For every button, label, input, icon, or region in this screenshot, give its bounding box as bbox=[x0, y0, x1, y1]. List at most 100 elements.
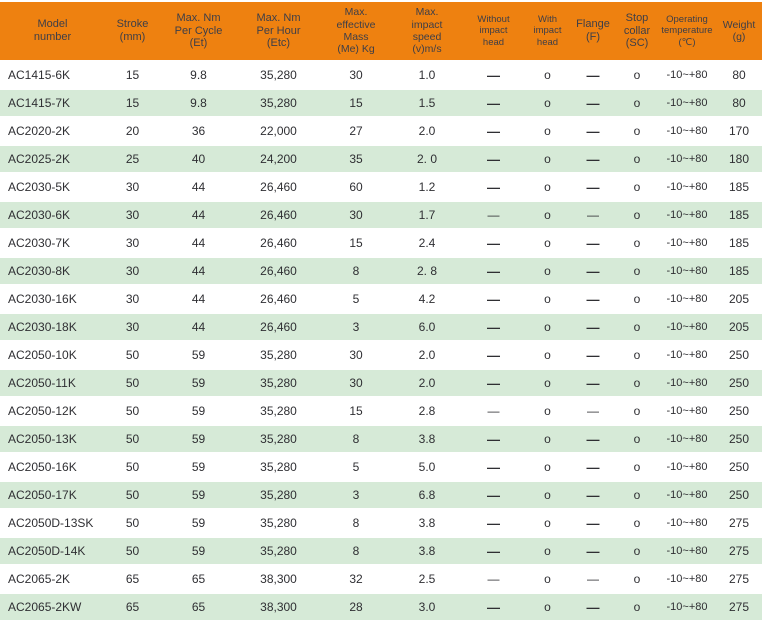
cell-flange: — bbox=[570, 398, 616, 424]
cell-without_head: — bbox=[462, 510, 525, 536]
cell-mass: 5 bbox=[320, 454, 392, 480]
cell-et: 44 bbox=[160, 202, 237, 228]
table-row: AC2030-8K 30 44 26,460 8 2. 8— o — o -10~+80 185 bbox=[0, 258, 762, 284]
cell-flange: — bbox=[570, 286, 616, 312]
cell-stop_collar: o bbox=[616, 230, 658, 256]
cell-stroke: 50 bbox=[105, 370, 160, 396]
cell-model: AC2050-17K bbox=[0, 482, 105, 508]
table-row: AC2030-16K 30 44 26,460 5 4.2— o — o -10~+80 205 bbox=[0, 286, 762, 312]
cell-weight: 185 bbox=[716, 202, 762, 228]
cell-without_head: — bbox=[462, 146, 525, 172]
cell-mass: 28 bbox=[320, 594, 392, 620]
cell-et: 44 bbox=[160, 314, 237, 340]
cell-etc: 35,280 bbox=[237, 538, 320, 564]
table-row: AC2050-13K 50 59 35,280 8 3.8— o — o -10~+80 250 bbox=[0, 426, 762, 452]
column-header-etc: Max. Nm Per Hour (Etc) bbox=[237, 2, 320, 60]
cell-stroke: 20 bbox=[105, 118, 160, 144]
cell-without_head: — bbox=[462, 342, 525, 368]
cell-weight: 185 bbox=[716, 258, 762, 284]
cell-speed: 2.8 bbox=[392, 398, 462, 424]
column-header-temp: Operating temperature (℃) bbox=[658, 2, 716, 60]
cell-model: AC2030-5K bbox=[0, 174, 105, 200]
column-header-speed: Max. impact speed (v)m/s bbox=[392, 2, 462, 60]
cell-with_head: o bbox=[525, 146, 570, 172]
cell-stroke: 30 bbox=[105, 314, 160, 340]
cell-stop_collar: o bbox=[616, 398, 658, 424]
cell-stop_collar: o bbox=[616, 202, 658, 228]
cell-et: 9.8 bbox=[160, 90, 237, 116]
cell-etc: 35,280 bbox=[237, 398, 320, 424]
cell-without_head: — bbox=[462, 230, 525, 256]
cell-flange: — bbox=[570, 370, 616, 396]
cell-temp: -10~+80 bbox=[658, 510, 716, 536]
cell-et: 65 bbox=[160, 594, 237, 620]
cell-weight: 205 bbox=[716, 286, 762, 312]
table-body: AC1415-6K 15 9.8 35,280 30 1.0— o — o -10~+80 80 AC… bbox=[0, 62, 762, 620]
cell-mass: 5 bbox=[320, 286, 392, 312]
cell-model: AC2030-18K bbox=[0, 314, 105, 340]
cell-speed: 3.8 bbox=[392, 510, 462, 536]
cell-temp: -10~+80 bbox=[658, 230, 716, 256]
cell-flange: — bbox=[570, 174, 616, 200]
table-row: AC1415-6K 15 9.8 35,280 30 1.0— o — o -10~+80 80 bbox=[0, 62, 762, 88]
cell-without_head: — bbox=[462, 398, 525, 424]
cell-temp: -10~+80 bbox=[658, 118, 716, 144]
cell-mass: 30 bbox=[320, 342, 392, 368]
table-row: AC2030-6K 30 44 26,460 30 1.7— o — o -10~+80 185 bbox=[0, 202, 762, 228]
cell-etc: 26,460 bbox=[237, 230, 320, 256]
table-header: Model number Stroke (mm) Max. Nm Per Cycle… bbox=[0, 2, 762, 60]
cell-flange: — bbox=[570, 594, 616, 620]
cell-weight: 250 bbox=[716, 370, 762, 396]
cell-weight: 180 bbox=[716, 146, 762, 172]
cell-stroke: 30 bbox=[105, 202, 160, 228]
table-row: AC2050D-14K 50 59 35,280 8 3.8— o — o -10~+80 275 bbox=[0, 538, 762, 564]
cell-flange: — bbox=[570, 258, 616, 284]
cell-with_head: o bbox=[525, 370, 570, 396]
cell-temp: -10~+80 bbox=[658, 286, 716, 312]
cell-temp: -10~+80 bbox=[658, 258, 716, 284]
table-row: AC2050D-13SK 50 59 35,280 8 3.8— o — o -10~+80 275 bbox=[0, 510, 762, 536]
cell-etc: 35,280 bbox=[237, 90, 320, 116]
cell-et: 59 bbox=[160, 426, 237, 452]
cell-stop_collar: o bbox=[616, 314, 658, 340]
cell-temp: -10~+80 bbox=[658, 594, 716, 620]
table-row: AC2025-2K 25 40 24,200 35 2. 0— o — o -10~+80 180 bbox=[0, 146, 762, 172]
cell-speed: 2.0 bbox=[392, 342, 462, 368]
cell-flange: — bbox=[570, 510, 616, 536]
cell-flange: — bbox=[570, 538, 616, 564]
cell-without_head: — bbox=[462, 482, 525, 508]
cell-flange: — bbox=[570, 62, 616, 88]
cell-et: 44 bbox=[160, 230, 237, 256]
cell-weight: 275 bbox=[716, 538, 762, 564]
cell-stroke: 50 bbox=[105, 482, 160, 508]
cell-etc: 26,460 bbox=[237, 258, 320, 284]
cell-without_head: — bbox=[462, 62, 525, 88]
cell-stroke: 30 bbox=[105, 174, 160, 200]
cell-without_head: — bbox=[462, 314, 525, 340]
cell-speed: 2. 0 bbox=[392, 146, 462, 172]
cell-et: 44 bbox=[160, 174, 237, 200]
cell-with_head: o bbox=[525, 62, 570, 88]
cell-et: 59 bbox=[160, 510, 237, 536]
cell-et: 44 bbox=[160, 258, 237, 284]
cell-stop_collar: o bbox=[616, 146, 658, 172]
cell-weight: 185 bbox=[716, 174, 762, 200]
cell-stop_collar: o bbox=[616, 118, 658, 144]
cell-flange: — bbox=[570, 146, 616, 172]
cell-mass: 30 bbox=[320, 370, 392, 396]
cell-without_head: — bbox=[462, 538, 525, 564]
cell-stroke: 65 bbox=[105, 594, 160, 620]
cell-stroke: 50 bbox=[105, 454, 160, 480]
cell-mass: 8 bbox=[320, 538, 392, 564]
cell-etc: 26,460 bbox=[237, 202, 320, 228]
cell-stop_collar: o bbox=[616, 510, 658, 536]
cell-with_head: o bbox=[525, 118, 570, 144]
cell-without_head: — bbox=[462, 90, 525, 116]
cell-speed: 2. 8 bbox=[392, 258, 462, 284]
cell-etc: 35,280 bbox=[237, 454, 320, 480]
cell-weight: 80 bbox=[716, 62, 762, 88]
cell-etc: 35,280 bbox=[237, 62, 320, 88]
cell-mass: 30 bbox=[320, 202, 392, 228]
table-row: AC2050-11K 50 59 35,280 30 2.0— o — o -10~+80 250 bbox=[0, 370, 762, 396]
